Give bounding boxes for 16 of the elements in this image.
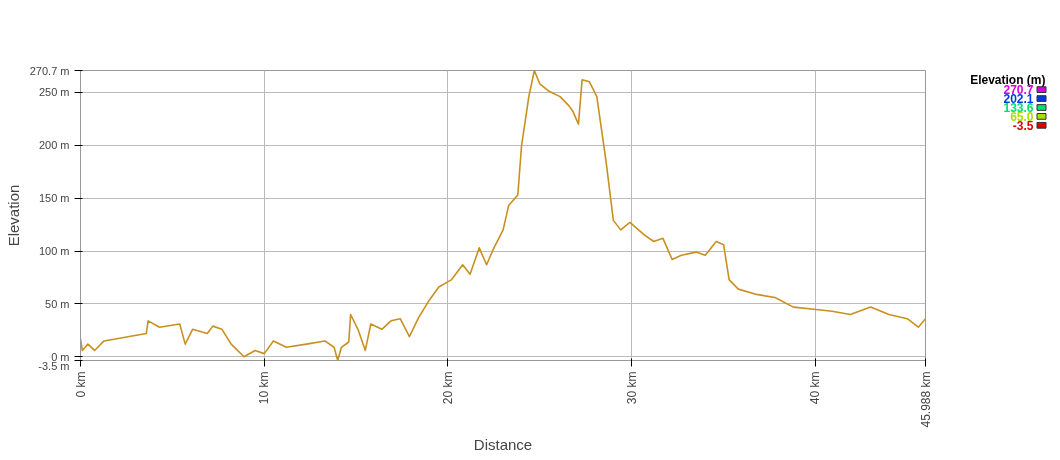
y-tick-label: 100 m <box>38 245 70 258</box>
y-tick-label: 0 m <box>51 350 70 363</box>
x-tick-label: 45.988 km <box>918 371 933 428</box>
x-tick-label: 0 km <box>73 371 88 398</box>
y-tick-label: 250 m <box>38 86 70 99</box>
y-tick-label: 150 m <box>38 192 70 205</box>
line-series <box>80 70 926 361</box>
y-axis-title: Elevation <box>4 184 22 247</box>
x-tick-label: 40 km <box>808 371 823 405</box>
y-tick-label: 270.7 m <box>29 64 70 77</box>
x-tick-label: 10 km <box>257 371 272 405</box>
x-tick-label: 20 km <box>440 371 455 405</box>
y-tick-label: 200 m <box>38 139 70 152</box>
y-tick-label: 50 m <box>45 297 70 310</box>
x-tick-label: 30 km <box>624 371 639 405</box>
x-axis-title: Distance <box>473 435 533 453</box>
